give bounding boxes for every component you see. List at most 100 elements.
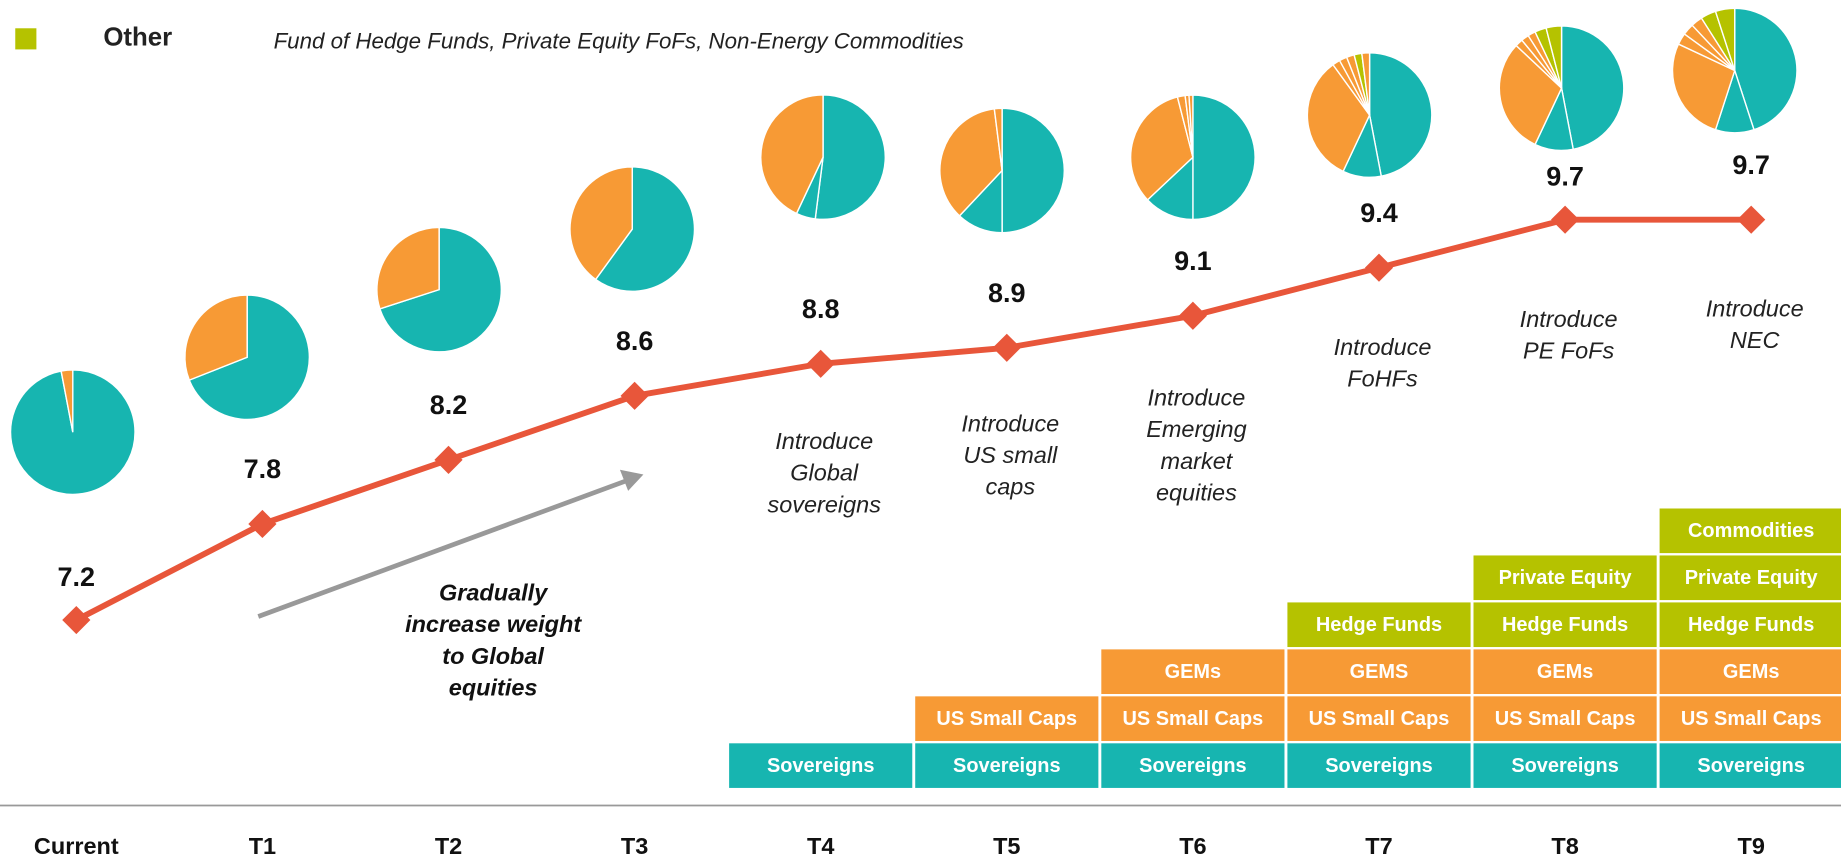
stack-box (1101, 743, 1285, 788)
marker (806, 349, 835, 378)
stack-label: Sovereigns (1325, 755, 1433, 777)
x-tick-label: T8 (1551, 833, 1578, 859)
stack-box (1473, 743, 1657, 788)
value-label: 8.6 (616, 326, 654, 356)
x-tick-label: T6 (1179, 833, 1206, 859)
stack-label: Private Equity (1685, 567, 1818, 589)
stack-box (1473, 602, 1657, 648)
x-tick-label: T4 (807, 833, 834, 859)
marker (1550, 205, 1580, 234)
pie-slice (760, 94, 824, 215)
stack-label: US Small Caps (1495, 708, 1636, 730)
marker (434, 445, 463, 474)
arrow-annotation: equities (449, 675, 538, 701)
arrow-head (619, 469, 644, 491)
pie-slice (594, 166, 696, 293)
x-tick-label: T9 (1737, 833, 1764, 859)
stack-label: Sovereigns (767, 755, 874, 777)
value-label: 8.8 (802, 294, 840, 324)
marker (992, 333, 1021, 362)
stack-label: Hedge Funds (1688, 614, 1814, 636)
annotation: Introduce (775, 428, 873, 454)
annotation: Introduce (1334, 334, 1432, 360)
pie-slice (1129, 96, 1194, 201)
annotation: Emerging (1146, 416, 1246, 442)
marker (620, 381, 649, 410)
value-label: 9.7 (1732, 150, 1770, 180)
pie-slice (60, 369, 74, 433)
x-tick-label: T7 (1365, 833, 1392, 859)
arrow (257, 475, 635, 619)
annotation: Introduce (1147, 385, 1245, 411)
x-tick-label: T1 (249, 833, 276, 859)
stack-box (1101, 696, 1285, 741)
marker (1364, 253, 1394, 282)
stack-box (1287, 602, 1471, 648)
stack-box (1473, 555, 1657, 601)
value-label: 9.4 (1360, 198, 1398, 228)
stack-label: US Small Caps (1681, 708, 1822, 730)
value-label: 9.7 (1546, 162, 1584, 192)
annotation: Introduce (1520, 306, 1618, 332)
stack-box (915, 696, 1099, 741)
stack-label: Sovereigns (1511, 755, 1619, 777)
pie-slice (1498, 44, 1563, 146)
pie-slice (1734, 7, 1798, 131)
stack-label: Hedge Funds (1502, 614, 1628, 636)
pie-slice (993, 107, 1003, 171)
annotation: sovereigns (767, 491, 881, 517)
stack-box (1287, 696, 1471, 741)
x-tick-label: T3 (621, 833, 648, 859)
annotation: market (1161, 448, 1234, 474)
pie-slice (1671, 43, 1736, 131)
stack-box (1659, 508, 1841, 554)
pie-slice (1001, 107, 1066, 234)
value-label: 8.2 (430, 390, 468, 420)
stack-box (1473, 649, 1657, 694)
stack-box (1659, 649, 1841, 694)
legend-description: Fund of Hedge Funds, Private Equity FoFs… (274, 28, 964, 53)
stack-box (729, 743, 913, 788)
pie-slice (939, 107, 1003, 217)
stack-label: Private Equity (1499, 567, 1632, 589)
annotation: Introduce (961, 410, 1059, 436)
arrow-annotation: to Global (442, 643, 544, 669)
stack-label: Sovereigns (1697, 755, 1805, 777)
pie-slice (376, 226, 440, 310)
stack-label: Commodities (1688, 520, 1814, 542)
x-tick-label: T5 (993, 833, 1020, 859)
stack-label: GEMS (1350, 661, 1409, 683)
stack-label: GEMs (1165, 661, 1222, 683)
stack-box (1287, 743, 1471, 788)
marker (248, 509, 277, 539)
marker (1178, 301, 1207, 330)
stack-box (1287, 649, 1471, 694)
value-label: 7.8 (244, 454, 282, 484)
stack-box (915, 743, 1099, 788)
annotation: NEC (1730, 327, 1781, 353)
stack-box (1659, 602, 1841, 648)
pie-slice (184, 294, 248, 382)
pie-slice (1560, 25, 1625, 151)
stack-box (1101, 649, 1285, 694)
annotation: FoHFs (1347, 366, 1418, 392)
x-tick-label: Current (34, 833, 119, 859)
stack-label: GEMs (1723, 661, 1780, 683)
marker (62, 605, 91, 635)
line (74, 216, 1752, 623)
pie-slice (1306, 63, 1371, 173)
stack-label: US Small Caps (1123, 708, 1264, 730)
annotation: caps (986, 474, 1036, 500)
pie-slice (1192, 94, 1256, 221)
pie-slice (379, 226, 503, 353)
value-label: 7.2 (58, 562, 96, 592)
stack-label: US Small Caps (1309, 708, 1450, 730)
stack-box (1473, 696, 1657, 741)
stack-label: US Small Caps (936, 708, 1077, 730)
stack-label: Hedge Funds (1316, 614, 1442, 636)
arrow-annotation: Gradually (439, 579, 549, 605)
legend-label: Other (103, 24, 172, 52)
pie-slice (188, 294, 311, 421)
arrow-annotation: increase weight (405, 611, 582, 637)
